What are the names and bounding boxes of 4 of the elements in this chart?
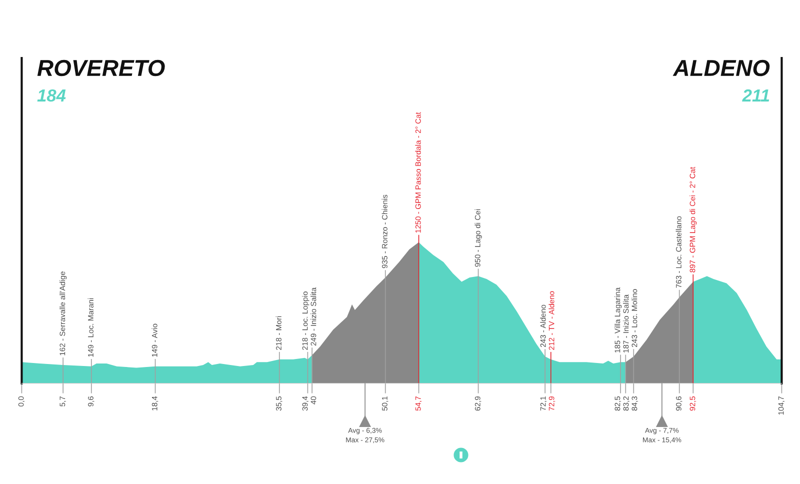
text: 184 bbox=[37, 89, 66, 102]
text: ROVERETO bbox=[37, 60, 165, 76]
text: ALDENO bbox=[672, 60, 770, 76]
text: 211 bbox=[742, 89, 770, 102]
